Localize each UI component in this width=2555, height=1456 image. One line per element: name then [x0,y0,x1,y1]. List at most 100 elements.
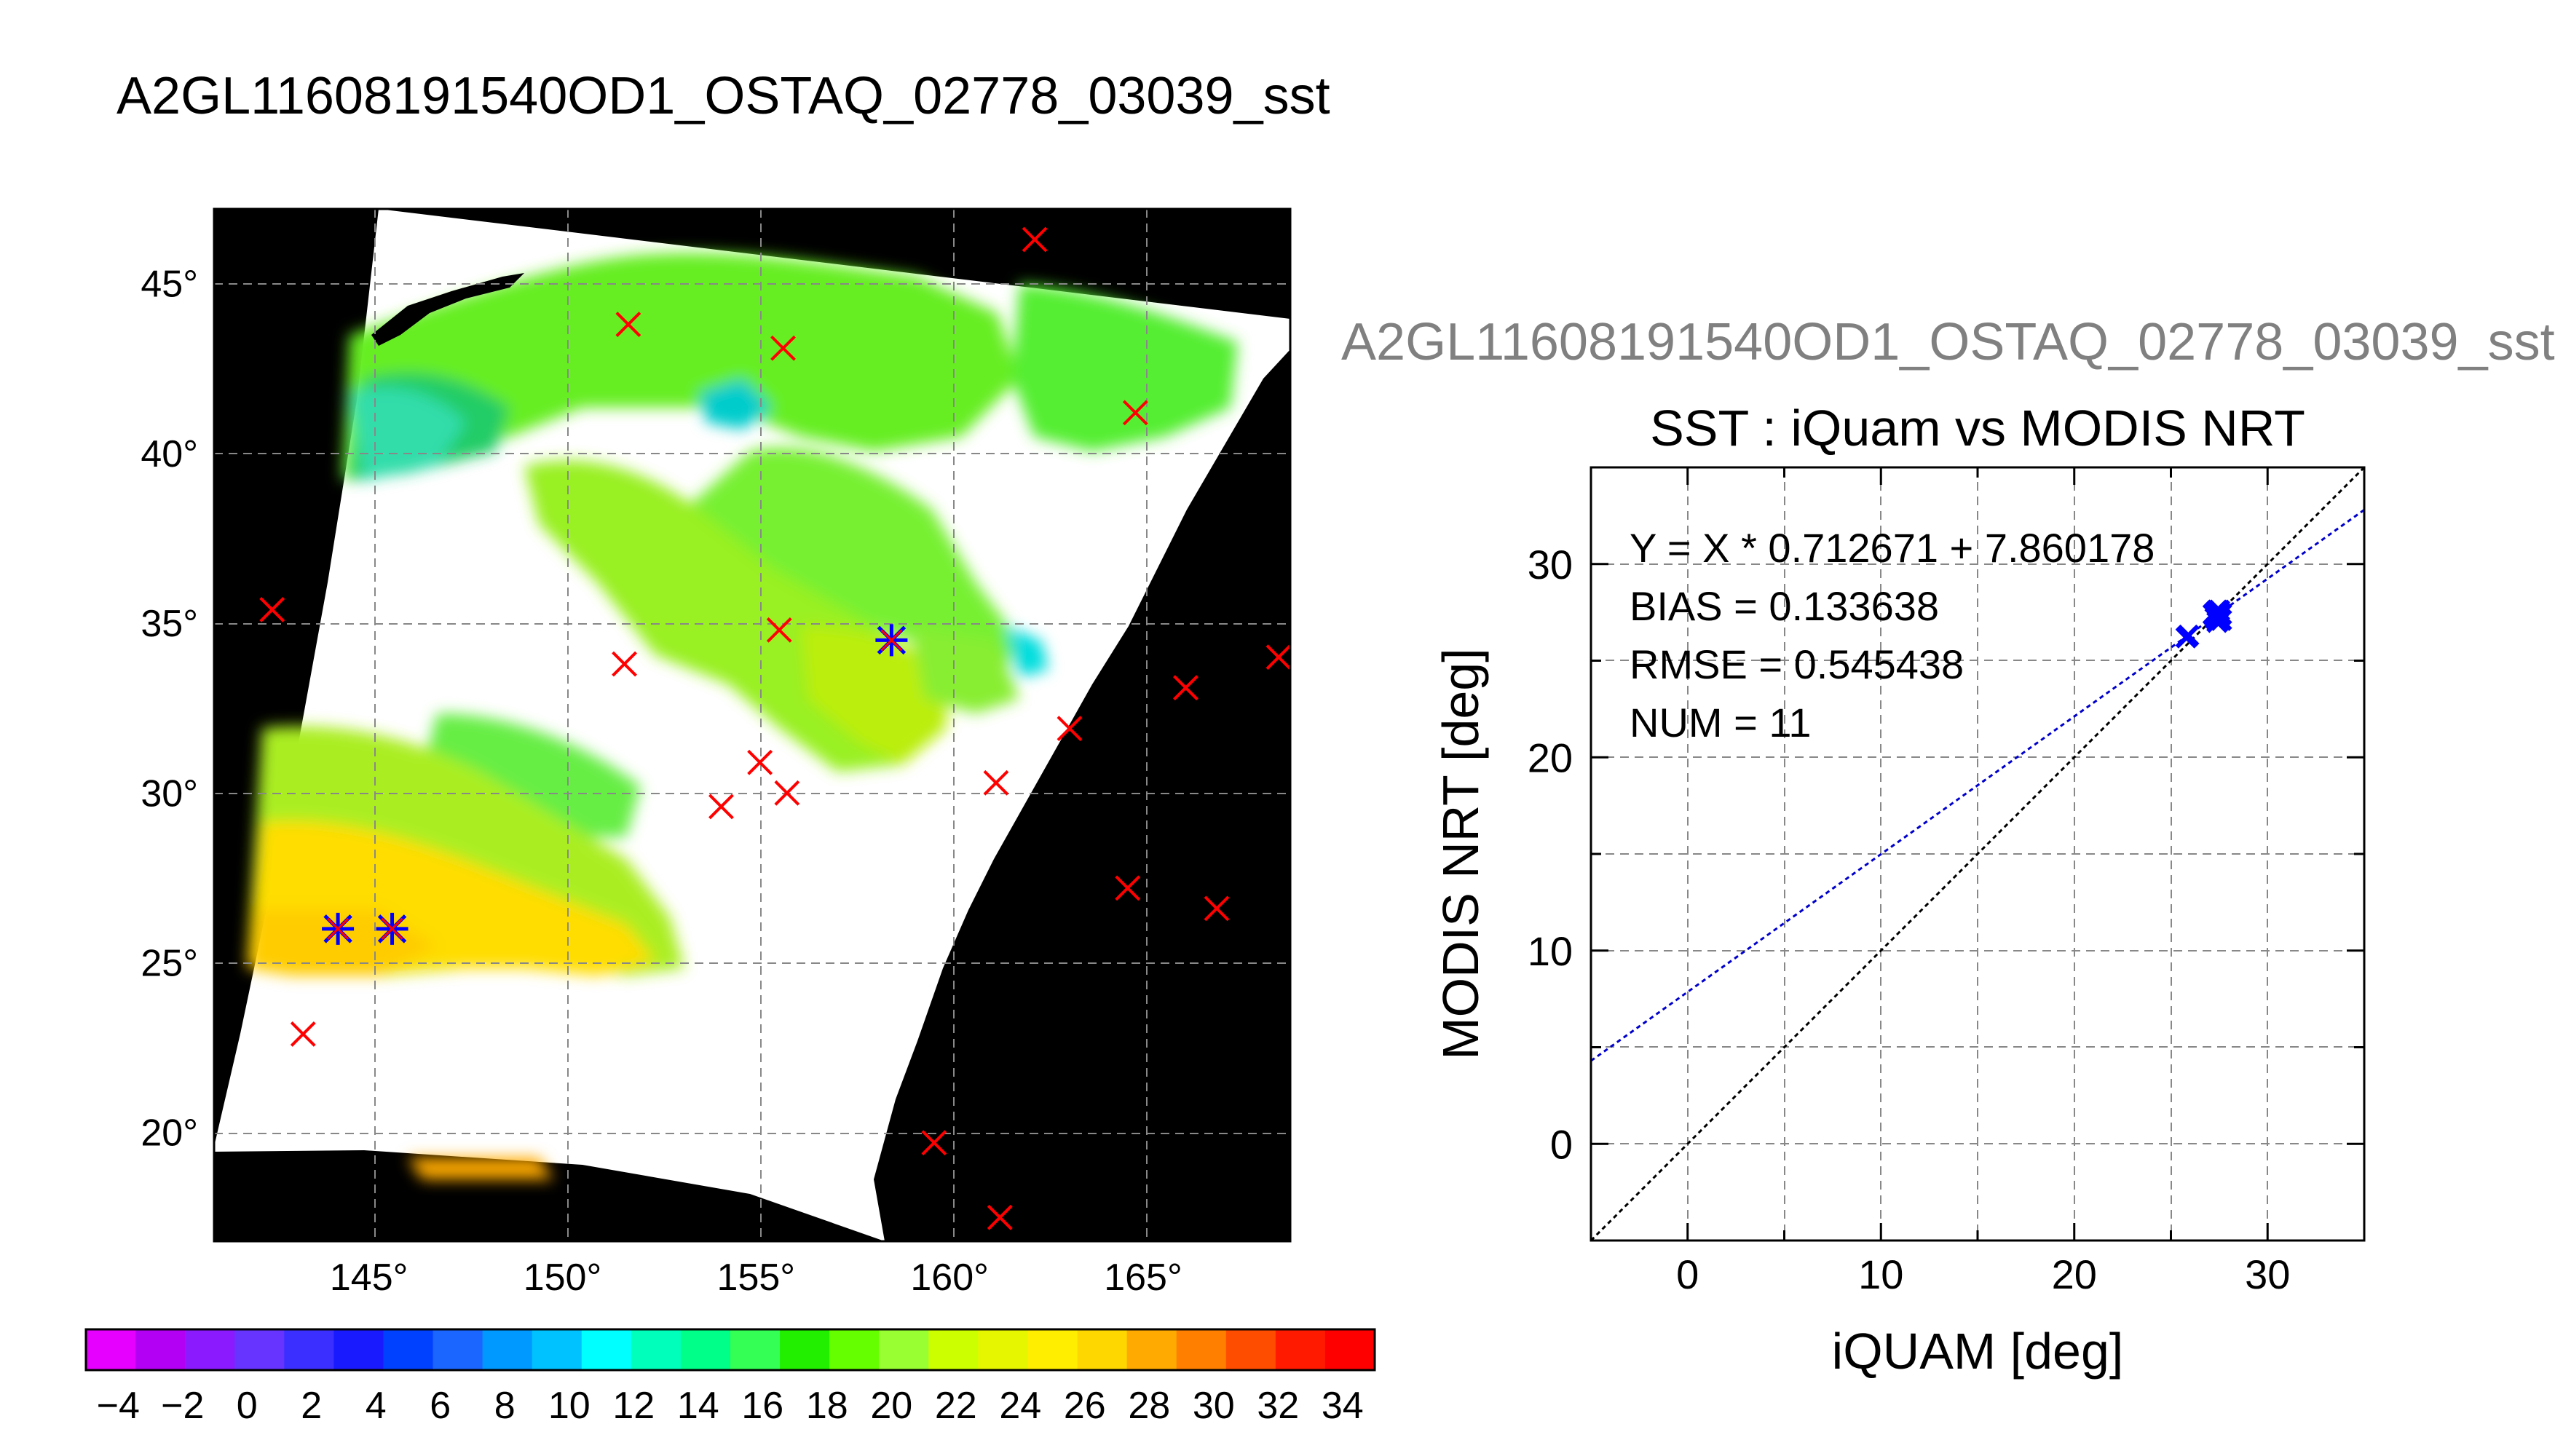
colorbar-cell [1077,1329,1128,1370]
scatter-point [2206,611,2229,633]
colorbar-tick-label: 26 [1064,1385,1106,1427]
lat-label: 20° [141,1112,198,1155]
regression-line [1591,509,2364,1062]
colorbar-cell [1126,1329,1177,1370]
swath-area [214,209,1290,1241]
colorbar-cell [433,1329,483,1370]
identity-line [1591,467,2364,1241]
y-axis-label: MODIS NRT [deg] [1432,648,1489,1059]
colorbar-cell [879,1329,929,1370]
colorbar-cell [730,1329,781,1370]
colorbar-tick-label: 10 [548,1385,591,1427]
x-tick-labels: 0 10 20 30 [1676,1251,2290,1297]
bias-value: BIAS = 0.133638 [1630,583,1939,629]
matchup-marker-red [612,651,637,677]
colorbar-tick-label: 28 [1128,1385,1170,1427]
x-tick-label: 30 [2245,1251,2290,1297]
lat-label: 30° [141,772,198,815]
map-frame [213,207,1292,1243]
y-tick-labels: 0 10 20 30 [1528,542,1573,1168]
sst-map: 45° 40° 35° 30° 25° 20° 145° 150° 155° 160° 165° [141,207,1292,1299]
scatter-title: SST : iQuam vs MODIS NRT [1650,400,2305,456]
lon-label: 160° [910,1257,989,1299]
colorbar-cells [86,1329,1375,1370]
matchup-marker-red [1122,400,1148,426]
matchup-marker-red [1057,716,1083,742]
lat-label: 40° [141,433,198,475]
colorbar-tick-label: 2 [301,1385,322,1427]
colorbar-tick-label: −4 [97,1385,140,1427]
colorbar-cell [383,1329,434,1370]
colorbar-cell [1027,1329,1078,1370]
colorbar-cell [680,1329,731,1370]
map-lon-labels: 145° 150° 155° 160° 165° [330,1257,1182,1299]
colorbar-cell [1176,1329,1227,1370]
overlay-title: A2GL11608191540OD1_OSTAQ_02778_03039_sst [1341,313,2555,371]
lon-label: 155° [717,1257,796,1299]
matchup-marker-red [983,769,1009,796]
matchup-marker-red [1022,226,1048,253]
y-tick-label: 10 [1528,928,1573,974]
colorbar-cell [978,1329,1029,1370]
lon-label: 150° [524,1257,602,1299]
matchup-marker-red [1173,675,1198,701]
scatter-plot: SST : iQuam vs MODIS NRT 0 10 20 30 0 10 20 30 [1432,400,2366,1380]
colorbar-cell [284,1329,334,1370]
colorbar-tick-label: 34 [1322,1385,1364,1427]
rmse-value: RMSE = 0.545438 [1630,641,1964,687]
map-markers [259,226,1290,1230]
colorbar-cell [829,1329,880,1370]
colorbar-tick-label: −2 [161,1385,204,1427]
y-tick-label: 20 [1528,735,1573,780]
colorbar-cell [185,1329,235,1370]
matchup-marker-red [766,617,792,643]
colorbar-tick-label: 6 [430,1385,451,1427]
x-tick-label: 20 [2052,1251,2097,1297]
colorbar-tick-label: 4 [366,1385,387,1427]
matchup-marker-red [1204,895,1230,922]
matchup-marker-blue [376,912,408,945]
matchup-marker-blue [322,912,355,945]
colorbar-tick-label: 8 [494,1385,516,1427]
page-title: A2GL11608191540OD1_OSTAQ_02778_03039_sst [117,67,1330,125]
x-tick-label: 10 [1858,1251,1903,1297]
lat-label: 25° [141,943,198,985]
matchup-marker-red [259,596,285,622]
matchup-marker-red [1265,644,1290,670]
matchup-marker-red [774,780,800,806]
colorbar-tick-label: 18 [806,1385,848,1427]
colorbar-cell [135,1329,186,1370]
stats-annotations: Y = X * 0.712671 + 7.860178 BIAS = 0.133… [1630,525,2155,745]
colorbar-cell [1324,1329,1375,1370]
colorbar-cell [1225,1329,1276,1370]
colorbar-tick-label: 16 [741,1385,783,1427]
colorbar-cell [581,1329,632,1370]
lon-label: 145° [330,1257,408,1299]
matchup-marker-red [290,1021,316,1047]
matchup-marker-red [1115,875,1141,901]
colorbar-tick-label: 32 [1257,1385,1299,1427]
colorbar-cell [532,1329,583,1370]
matchup-marker-red [987,1204,1013,1230]
regression-equation: Y = X * 0.712671 + 7.860178 [1630,525,2155,571]
matchup-marker-red-overlay [880,629,903,652]
colorbar-tick-label: 12 [612,1385,655,1427]
map-lat-labels: 45° 40° 35° 30° 25° 20° [141,264,198,1155]
sst-field [248,253,1238,1179]
colorbar-cell [780,1329,830,1370]
colorbar-labels: −4 −2 0 2 4 6 8 10 12 14 16 18 20 22 24 26 28 30 32 34 [97,1385,1364,1427]
colorbar-cell [1275,1329,1326,1370]
matchup-marker-red [921,1130,947,1156]
colorbar-cell [928,1329,979,1370]
matchup-marker-blue [875,624,908,657]
colorbar-tick-label: 0 [237,1385,258,1427]
colorbar-tick-label: 22 [935,1385,977,1427]
lat-label: 35° [141,603,198,645]
num-value: NUM = 11 [1630,700,1811,745]
colorbar-tick-label: 30 [1193,1385,1235,1427]
scatter-point [2177,624,2200,647]
matchup-marker-red [747,749,773,775]
matchup-marker-red-overlay [381,917,403,940]
colorbar-cell [86,1329,136,1370]
